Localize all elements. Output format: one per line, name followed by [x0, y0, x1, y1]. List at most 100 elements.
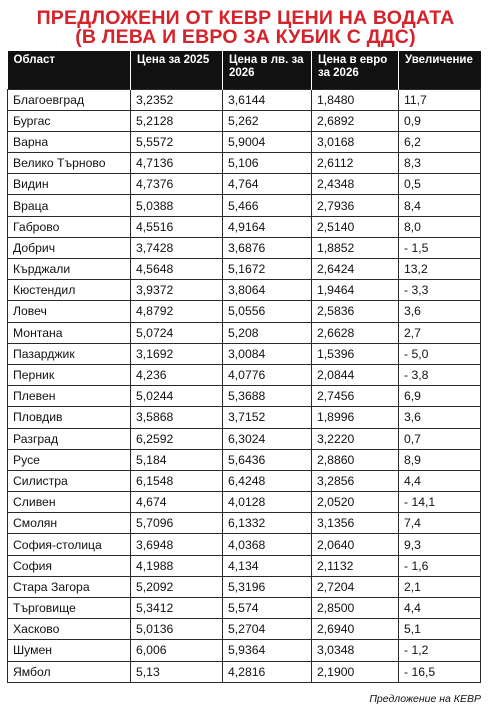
increase-cell: 8,3 — [398, 152, 481, 175]
region-cell: София — [7, 554, 131, 577]
price-eur-2026-cell: 2,1132 — [311, 554, 399, 577]
table-row: Добрич 3,7428 3,6876 1,8852- 1,5 — [7, 236, 481, 260]
price-eur-2026-cell: 2,6628 — [311, 321, 399, 344]
price-2025-cell: 3,2352 — [130, 88, 223, 111]
region-cell: Плевен — [7, 385, 131, 408]
region-cell: Враца — [7, 194, 131, 217]
region-cell: Разград — [7, 427, 131, 450]
region-cell: Перник — [7, 363, 131, 387]
price-2025-cell: 4,236 — [130, 363, 223, 387]
region-cell: Кюстендил — [7, 279, 131, 302]
price-eur-2026-cell: 3,0348 — [311, 639, 399, 662]
table-row: Пловдив 3,5868 3,7152 1,8996 3,6 — [7, 406, 481, 429]
price-bgn-2026-cell: 5,208 — [222, 321, 312, 344]
increase-cell: - 16,5 — [398, 660, 481, 683]
region-cell: Варна — [7, 130, 131, 154]
price-bgn-2026-cell: 4,0776 — [222, 363, 312, 387]
table-row: Бургас 5,2128 5,262 2,6892 0,9 — [7, 109, 481, 132]
price-bgn-2026-cell: 3,6144 — [222, 88, 312, 111]
table-row: Велико Търново 4,7136 5,106 2,6112 8,3 — [7, 152, 481, 175]
price-2025-cell: 3,1692 — [130, 342, 223, 365]
table-row: Шумен 6,006 5,9364 3,0348- 1,2 — [7, 639, 481, 662]
increase-cell: 9,3 — [398, 533, 481, 556]
price-bgn-2026-cell: 5,6436 — [222, 448, 312, 471]
increase-cell: 5,1 — [398, 618, 481, 641]
price-2025-cell: 3,9372 — [130, 279, 223, 302]
price-bgn-2026-cell: 5,106 — [222, 152, 312, 175]
price-bgn-2026-cell: 4,134 — [222, 554, 312, 577]
table-header-row: Област Цена за 2025 Цена в лв. за 2026 Ц… — [7, 51, 481, 89]
price-2025-cell: 5,0136 — [130, 618, 223, 641]
price-bgn-2026-cell: 5,3196 — [222, 575, 312, 599]
table-row: Хасково 5,0136 5,2704 2,6940 5,1 — [7, 618, 481, 641]
increase-cell: 6,2 — [398, 130, 481, 154]
table-row: Плевен 5,0244 5,3688 2,7456 6,9 — [7, 385, 481, 408]
region-cell: Ловеч — [7, 300, 131, 323]
region-cell: Добрич — [7, 236, 131, 260]
region-cell: Смолян — [7, 512, 131, 535]
price-bgn-2026-cell: 3,8064 — [222, 279, 312, 302]
table-row: Сливен 4,674 4,0128 2,0520- 14,1 — [7, 491, 481, 514]
price-eur-2026-cell: 1,5396 — [311, 342, 399, 365]
price-eur-2026-cell: 2,7936 — [311, 194, 399, 217]
price-2025-cell: 5,5572 — [130, 130, 223, 154]
page-title: ПРЕДЛОЖЕНИ ОТ КЕВР ЦЕНИ НА ВОДАТА (В ЛЕВ… — [0, 0, 491, 47]
table-row: Разград 6,2592 6,3024 3,2220 0,7 — [7, 427, 481, 450]
price-eur-2026-cell: 2,1900 — [311, 660, 399, 683]
price-bgn-2026-cell: 6,3024 — [222, 427, 312, 450]
price-2025-cell: 4,7376 — [130, 173, 223, 196]
price-eur-2026-cell: 3,1356 — [311, 512, 399, 535]
table-row: София-столица 3,6948 4,0368 2,0640 9,3 — [7, 533, 481, 556]
price-bgn-2026-cell: 4,764 — [222, 173, 312, 196]
table-row: Враца 5,0388 5,466 2,7936 8,4 — [7, 194, 481, 217]
price-eur-2026-cell: 1,9464 — [311, 279, 399, 302]
increase-cell: 0,9 — [398, 109, 481, 132]
price-2025-cell: 6,006 — [130, 639, 223, 662]
region-cell: Габрово — [7, 215, 131, 238]
increase-cell: 8,0 — [398, 215, 481, 238]
price-eur-2026-cell: 2,5836 — [311, 300, 399, 323]
increase-cell: 2,7 — [398, 321, 481, 344]
price-bgn-2026-cell: 5,2704 — [222, 618, 312, 641]
price-2025-cell: 4,674 — [130, 491, 223, 514]
table-row: Търговище 5,3412 5,574 2,8500 4,4 — [7, 596, 481, 620]
title-line-2: (В ЛЕВА И ЕВРО ЗА КУБИК С ДДС) — [75, 26, 416, 48]
price-bgn-2026-cell: 3,6876 — [222, 236, 312, 260]
region-cell: Сливен — [7, 491, 131, 514]
table-row: Ловеч 4,8792 5,0556 2,5836 3,6 — [7, 300, 481, 323]
price-2025-cell: 5,13 — [130, 660, 223, 683]
price-2025-cell: 4,8792 — [130, 300, 223, 323]
price-eur-2026-cell: 3,2220 — [311, 427, 399, 450]
increase-cell: 3,6 — [398, 406, 481, 429]
table-row: Кърджали 4,5648 5,1672 2,6424 13,2 — [7, 257, 481, 281]
table-row: Видин 4,7376 4,764 2,4348 0,5 — [7, 173, 481, 196]
increase-cell: - 3,3 — [398, 279, 481, 302]
table-row: Перник 4,236 4,0776 2,0844- 3,8 — [7, 363, 481, 387]
price-2025-cell: 4,5516 — [130, 215, 223, 238]
price-eur-2026-cell: 2,6112 — [311, 152, 399, 175]
price-2025-cell: 6,1548 — [130, 469, 223, 493]
increase-cell: 8,4 — [398, 194, 481, 217]
region-cell: Кърджали — [7, 257, 131, 281]
header-increase: Увеличение — [398, 51, 481, 89]
price-2025-cell: 5,2092 — [130, 575, 223, 599]
increase-cell: 4,4 — [398, 469, 481, 493]
region-cell: Велико Търново — [7, 152, 131, 175]
region-cell: Търговище — [7, 596, 131, 620]
increase-cell: - 1,5 — [398, 236, 481, 260]
price-eur-2026-cell: 1,8480 — [311, 88, 399, 111]
price-2025-cell: 5,0388 — [130, 194, 223, 217]
price-eur-2026-cell: 2,6940 — [311, 618, 399, 641]
price-2025-cell: 3,6948 — [130, 533, 223, 556]
increase-cell: - 1,6 — [398, 554, 481, 577]
increase-cell: 2,1 — [398, 575, 481, 599]
region-cell: София-столица — [7, 533, 131, 556]
table-row: Благоевград 3,2352 3,6144 1,8480 11,7 — [7, 88, 481, 111]
price-bgn-2026-cell: 5,262 — [222, 109, 312, 132]
price-2025-cell: 3,5868 — [130, 406, 223, 429]
price-bgn-2026-cell: 5,466 — [222, 194, 312, 217]
price-bgn-2026-cell: 5,9364 — [222, 639, 312, 662]
price-eur-2026-cell: 2,4348 — [311, 173, 399, 196]
price-2025-cell: 5,3412 — [130, 596, 223, 620]
